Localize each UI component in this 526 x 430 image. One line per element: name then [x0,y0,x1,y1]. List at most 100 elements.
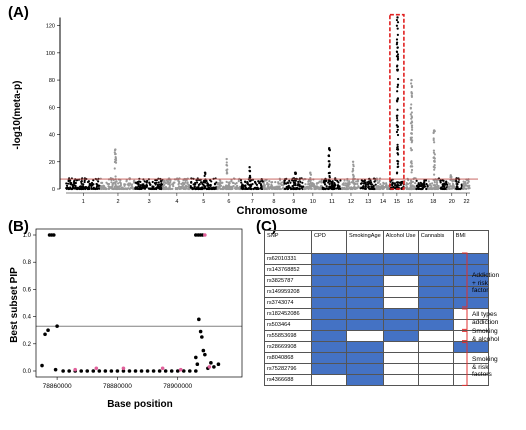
snp-point [69,179,72,182]
snp-point [396,53,400,56]
group-label: Smoking & risk factors [472,356,498,378]
snp-point [439,179,442,183]
x-tick-label: 4 [175,199,178,205]
chromosome-14-points [375,177,391,191]
snp-point [207,184,210,187]
trait-cell-cpd [311,363,347,375]
snp-point [96,187,99,191]
snp-point [98,184,101,187]
snp-point [337,184,340,187]
snp-point [369,183,373,186]
snp-point [397,184,401,187]
snp-point [248,174,252,177]
snp-point [178,187,181,191]
snp-point [395,38,399,41]
snp-point [66,186,69,189]
x-tick-label: 2 [116,199,119,205]
snp-point [409,106,412,109]
snp-point [292,186,295,189]
snp-point [133,181,136,184]
pip-point [67,369,71,373]
trait-cell-smokingage [346,275,384,287]
snp-point [161,186,165,189]
snp-point [248,180,252,183]
snp-point [357,186,360,189]
snp-point [364,187,367,191]
snp-point [187,183,190,187]
snp-point [208,186,211,189]
pip-point [200,335,204,339]
snp-point [433,181,436,184]
snp-point [409,184,412,187]
snp-point [143,185,146,188]
snp-point [251,182,254,186]
snp-point [415,187,418,191]
snp-point [113,181,116,184]
snp-point [368,181,371,185]
snp-point [344,184,347,187]
snp-point [322,187,325,190]
snp-point [164,186,168,189]
snp-point [279,182,282,185]
snp-point [268,180,271,183]
snp-point [254,181,257,184]
snp-point [301,181,304,184]
pip-point [163,369,168,373]
snp-point [205,187,208,191]
x-tick-label: 3 [148,199,151,205]
trait-cell-cannabis [417,297,454,309]
snp-point [450,176,453,179]
snp-point [309,176,312,180]
trait-cell-cannabis [417,374,454,386]
snp-point [396,128,399,131]
snp-point [380,186,383,189]
peak-top-point [294,171,297,174]
snp-point [194,181,197,185]
chromosome-8-points [262,177,286,191]
chromosome-9-points [283,171,305,191]
snp-point [369,179,372,182]
trait-cell-alcohol-use [382,341,419,353]
snp-point [441,187,445,191]
snp-point [435,181,439,184]
snp-point [202,187,206,190]
snp-point [289,181,292,184]
trait-cell-cpd [311,275,347,287]
snp-point [222,187,225,191]
trait-cell-smokingage [346,319,384,331]
snp-point [396,165,399,169]
snp-point [252,187,255,190]
snp-point [299,180,302,183]
trait-cell-alcohol-use [382,352,419,364]
trait-cell-alcohol-use [382,319,419,331]
snp-point [346,179,349,182]
snp-point [237,180,240,183]
snp-point [405,183,408,186]
group-label: Smoking & alcohol [472,328,500,343]
snp-point [309,180,312,183]
trait-cell-cannabis [417,352,454,364]
snp-point [203,185,207,188]
pip-point [145,369,150,373]
chromosome-3-points [134,177,164,191]
snp-point [227,183,230,186]
snp-point [395,18,399,22]
pip-point [55,324,59,328]
snp-point [114,175,117,178]
chromosome-12-points [340,160,362,191]
snp-point [143,187,147,190]
table-row: rs182452086 [264,308,489,320]
peak-top-point [396,16,399,19]
pip-point [187,369,192,373]
snp-point [410,85,414,89]
pip-highlight-point [207,365,212,369]
snp-point [436,187,440,191]
snp-point [265,187,268,190]
snp-point [396,114,399,117]
table-row: rs149959208 [264,286,489,298]
snp-point [221,181,224,184]
panel-b-label: (B) [8,218,29,235]
snp-point [72,182,76,185]
table-row: rs3825787 [264,275,489,287]
peak-top-point [114,148,117,151]
